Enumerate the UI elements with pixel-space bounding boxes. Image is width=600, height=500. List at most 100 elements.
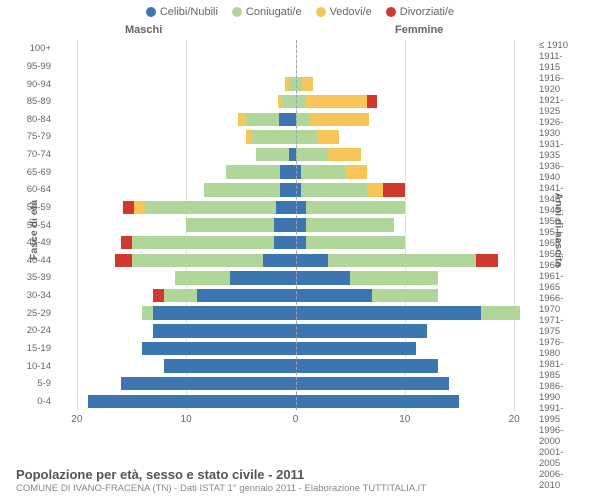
bar-segment	[153, 306, 295, 319]
legend-item: Celibi/Nubili	[146, 6, 218, 18]
male-bar	[55, 95, 296, 108]
age-tick: 50-54	[18, 216, 54, 234]
bar-segment	[296, 254, 329, 267]
bar-segment	[226, 165, 281, 178]
year-tick: 1976-1980	[536, 337, 582, 359]
age-tick: 25-29	[18, 304, 54, 322]
bar-segment	[296, 324, 427, 337]
year-tick: 1951-1955	[536, 227, 582, 249]
bar-segment	[367, 183, 383, 196]
bar-segment	[164, 289, 197, 302]
age-tick: 10-14	[18, 357, 54, 375]
male-bar	[55, 342, 296, 355]
bar-segment	[263, 254, 296, 267]
bar-segment	[274, 218, 296, 231]
bar-segment	[134, 201, 145, 214]
female-bar	[296, 165, 537, 178]
male-bar	[55, 271, 296, 284]
age-tick: 75-79	[18, 128, 54, 146]
female-bar	[296, 289, 537, 302]
bar-segment	[481, 306, 519, 319]
age-tick: 60-64	[18, 181, 54, 199]
female-bar	[296, 254, 537, 267]
bar-segment	[296, 148, 329, 161]
year-tick: 1971-1975	[536, 315, 582, 337]
age-tick: 65-69	[18, 163, 54, 181]
bar-segment	[164, 359, 295, 372]
bar-segment	[175, 271, 230, 284]
bar-segment	[197, 289, 295, 302]
bar-segment	[142, 306, 153, 319]
year-tick: 1931-1935	[536, 139, 582, 161]
male-bar	[55, 165, 296, 178]
bar-segment	[153, 324, 295, 337]
year-tick: 1981-1985	[536, 359, 582, 381]
bar-segment	[88, 395, 296, 408]
age-tick: 70-74	[18, 146, 54, 164]
bar-segment	[123, 201, 134, 214]
legend-item: Vedovi/e	[316, 6, 372, 18]
age-tick: 90-94	[18, 75, 54, 93]
male-bar	[55, 306, 296, 319]
age-tick: 15-19	[18, 340, 54, 358]
bar-segment	[276, 201, 296, 214]
footer: Popolazione per età, sesso e stato civil…	[16, 467, 584, 494]
legend-label: Divorziati/e	[400, 6, 454, 18]
bar-segment	[317, 130, 339, 143]
female-bar	[296, 324, 537, 337]
bar-segment	[280, 165, 295, 178]
bar-segment	[204, 183, 281, 196]
year-tick: 1956-1960	[536, 249, 582, 271]
bar-segment	[186, 218, 273, 231]
bar-segment	[230, 271, 296, 284]
age-tick: 45-49	[18, 234, 54, 252]
female-header: Femmine	[395, 24, 443, 36]
bar-segment	[302, 77, 313, 90]
female-bar	[296, 148, 537, 161]
year-tick: 1986-1990	[536, 381, 582, 403]
x-tick: 20	[71, 414, 82, 425]
bar-segment	[306, 201, 404, 214]
female-bar	[296, 271, 537, 284]
bar-segment	[296, 130, 318, 143]
year-tick: 1926-1930	[536, 117, 582, 139]
chart-title: Popolazione per età, sesso e stato civil…	[16, 467, 584, 482]
male-bar	[55, 377, 296, 390]
bar-segment	[296, 306, 482, 319]
female-bar	[296, 377, 537, 390]
female-bar	[296, 236, 537, 249]
age-tick: 85-89	[18, 93, 54, 111]
year-tick: ≤ 1910	[536, 40, 582, 51]
year-tick: 1991-1995	[536, 403, 582, 425]
legend-swatch	[386, 7, 396, 17]
female-bar	[296, 201, 537, 214]
bar-segment	[328, 254, 476, 267]
male-bar	[55, 60, 296, 73]
bar-segment	[132, 254, 263, 267]
legend-swatch	[146, 7, 156, 17]
age-tick: 30-34	[18, 287, 54, 305]
bar-segment	[296, 342, 416, 355]
year-tick: 1941-1945	[536, 183, 582, 205]
male-bar	[55, 42, 296, 55]
bar-segment	[301, 165, 345, 178]
female-bar	[296, 306, 537, 319]
bar-segment	[115, 254, 131, 267]
x-tick: 0	[293, 414, 299, 425]
bar-segment	[296, 289, 373, 302]
bar-segment	[145, 201, 276, 214]
female-bar	[296, 130, 537, 143]
year-tick: 1996-2000	[536, 425, 582, 447]
bar-segment	[296, 271, 351, 284]
male-bar	[55, 183, 296, 196]
bar-segment	[142, 342, 295, 355]
bar-segment	[274, 236, 296, 249]
year-tick: 1966-1970	[536, 293, 582, 315]
male-bar	[55, 324, 296, 337]
legend-label: Coniugati/e	[246, 6, 302, 18]
male-bar	[55, 254, 296, 267]
bar-segment	[121, 377, 296, 390]
legend: Celibi/Nubili Coniugati/e Vedovi/e Divorzia…	[0, 0, 600, 20]
bar-segment	[132, 236, 274, 249]
age-tick: 55-59	[18, 199, 54, 217]
